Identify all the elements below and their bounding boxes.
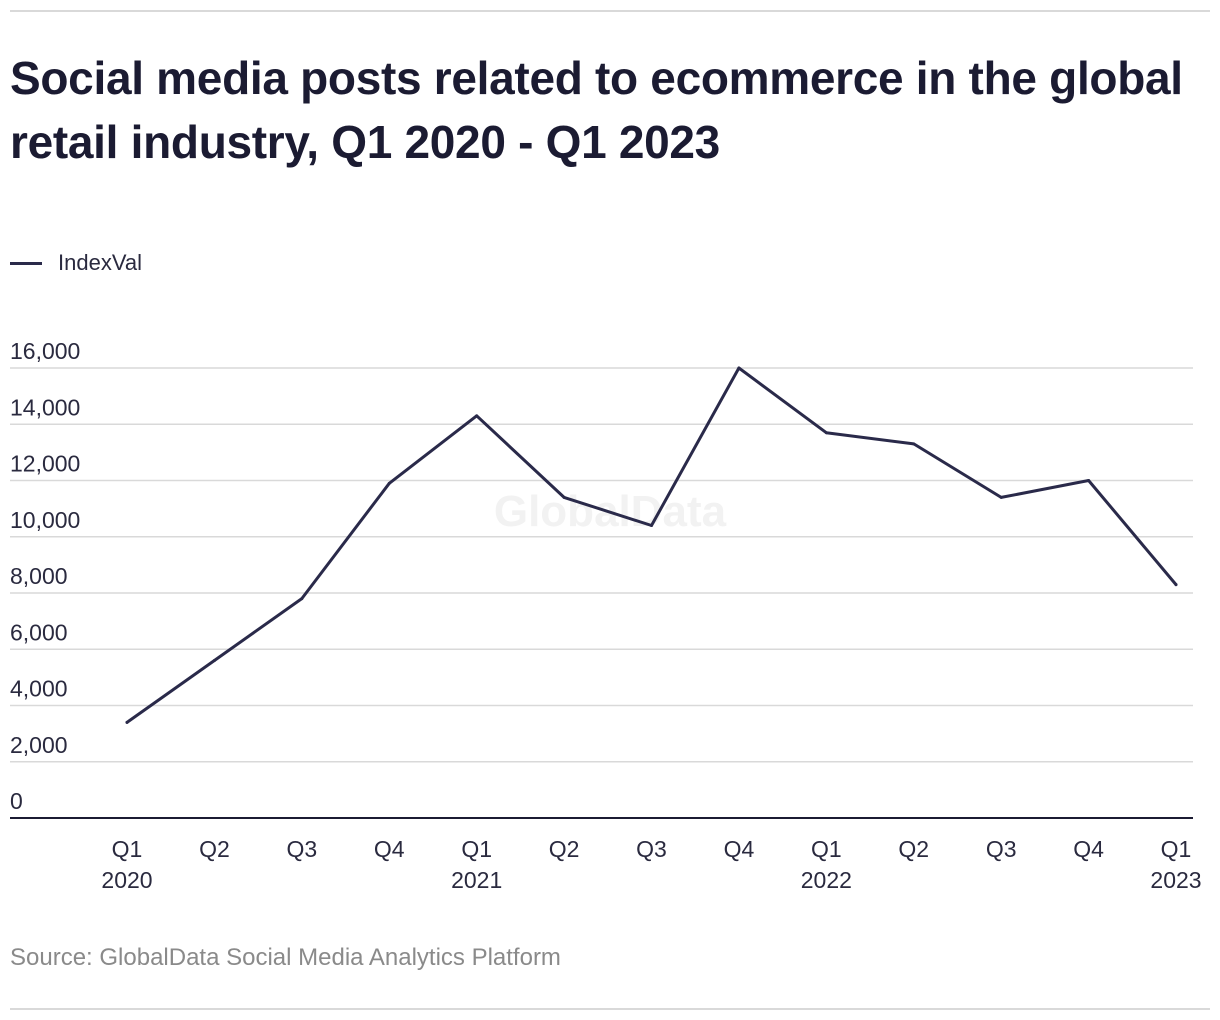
data-point (387, 481, 391, 485)
y-tick-label: 16,000 (10, 338, 80, 364)
top-divider (10, 10, 1210, 12)
source-note: Source: GlobalData Social Media Analytic… (10, 944, 561, 971)
x-tick-label-quarter: Q4 (1073, 836, 1104, 862)
x-tick-label-quarter: Q3 (986, 836, 1017, 862)
y-tick-label: 4,000 (10, 676, 68, 702)
x-tick-label-quarter: Q2 (549, 836, 580, 862)
legend: IndexVal (10, 248, 142, 278)
y-tick-label: 6,000 (10, 619, 68, 645)
series-group (125, 366, 1178, 724)
x-axis-tick-labels: Q1 2020 Q2 Q3 Q4 Q1 2021 Q2 Q3 Q4 Q1 2022 Q2 Q3 Q4 Q1 20… (101, 836, 1201, 893)
y-tick-label: 12,000 (10, 451, 80, 477)
y-tick-label: 10,000 (10, 507, 80, 533)
x-tick-label-quarter: Q1 (1161, 836, 1192, 862)
y-tick-label: 2,000 (10, 732, 68, 758)
gridlines (10, 367, 1193, 819)
y-tick-label: 14,000 (10, 394, 80, 420)
data-point (125, 720, 129, 724)
x-tick-label-year: 2020 (101, 867, 152, 893)
data-point (824, 431, 828, 435)
data-point (650, 524, 653, 527)
y-tick-label: 0 (10, 788, 23, 814)
x-tick-label-year: 2021 (451, 867, 502, 893)
x-tick-label-quarter: Q1 (461, 836, 492, 862)
x-tick-label-year: 2022 (801, 867, 852, 893)
legend-swatch (10, 261, 42, 265)
data-point (562, 495, 566, 499)
x-tick-label-quarter: Q3 (286, 836, 317, 862)
x-tick-label-quarter: Q3 (636, 836, 667, 862)
data-point (475, 414, 479, 418)
data-point (737, 366, 741, 370)
x-tick-label-quarter: Q1 (112, 836, 143, 862)
x-tick-label-quarter: Q4 (724, 836, 755, 862)
data-point (212, 659, 216, 662)
data-point (999, 495, 1003, 499)
bottom-divider (10, 1008, 1210, 1010)
x-tick-label-quarter: Q2 (199, 836, 230, 862)
y-tick-label: 8,000 (10, 563, 68, 589)
series-line-indexval (125, 366, 1178, 724)
data-point (1174, 583, 1178, 587)
chart-title: Social media posts related to ecommerce … (10, 52, 1183, 168)
x-tick-label-year: 2023 (1150, 867, 1201, 893)
data-point (1087, 479, 1091, 482)
x-tick-label-quarter: Q1 (811, 836, 842, 862)
data-point (912, 442, 916, 446)
legend-label: IndexVal (58, 250, 142, 275)
x-tick-label-quarter: Q2 (898, 836, 929, 862)
x-tick-label-quarter: Q4 (374, 836, 405, 862)
data-point (300, 597, 304, 601)
y-axis-tick-labels: 0 2,000 4,000 6,000 8,000 10,000 12,000 14,000 1… (10, 338, 80, 814)
